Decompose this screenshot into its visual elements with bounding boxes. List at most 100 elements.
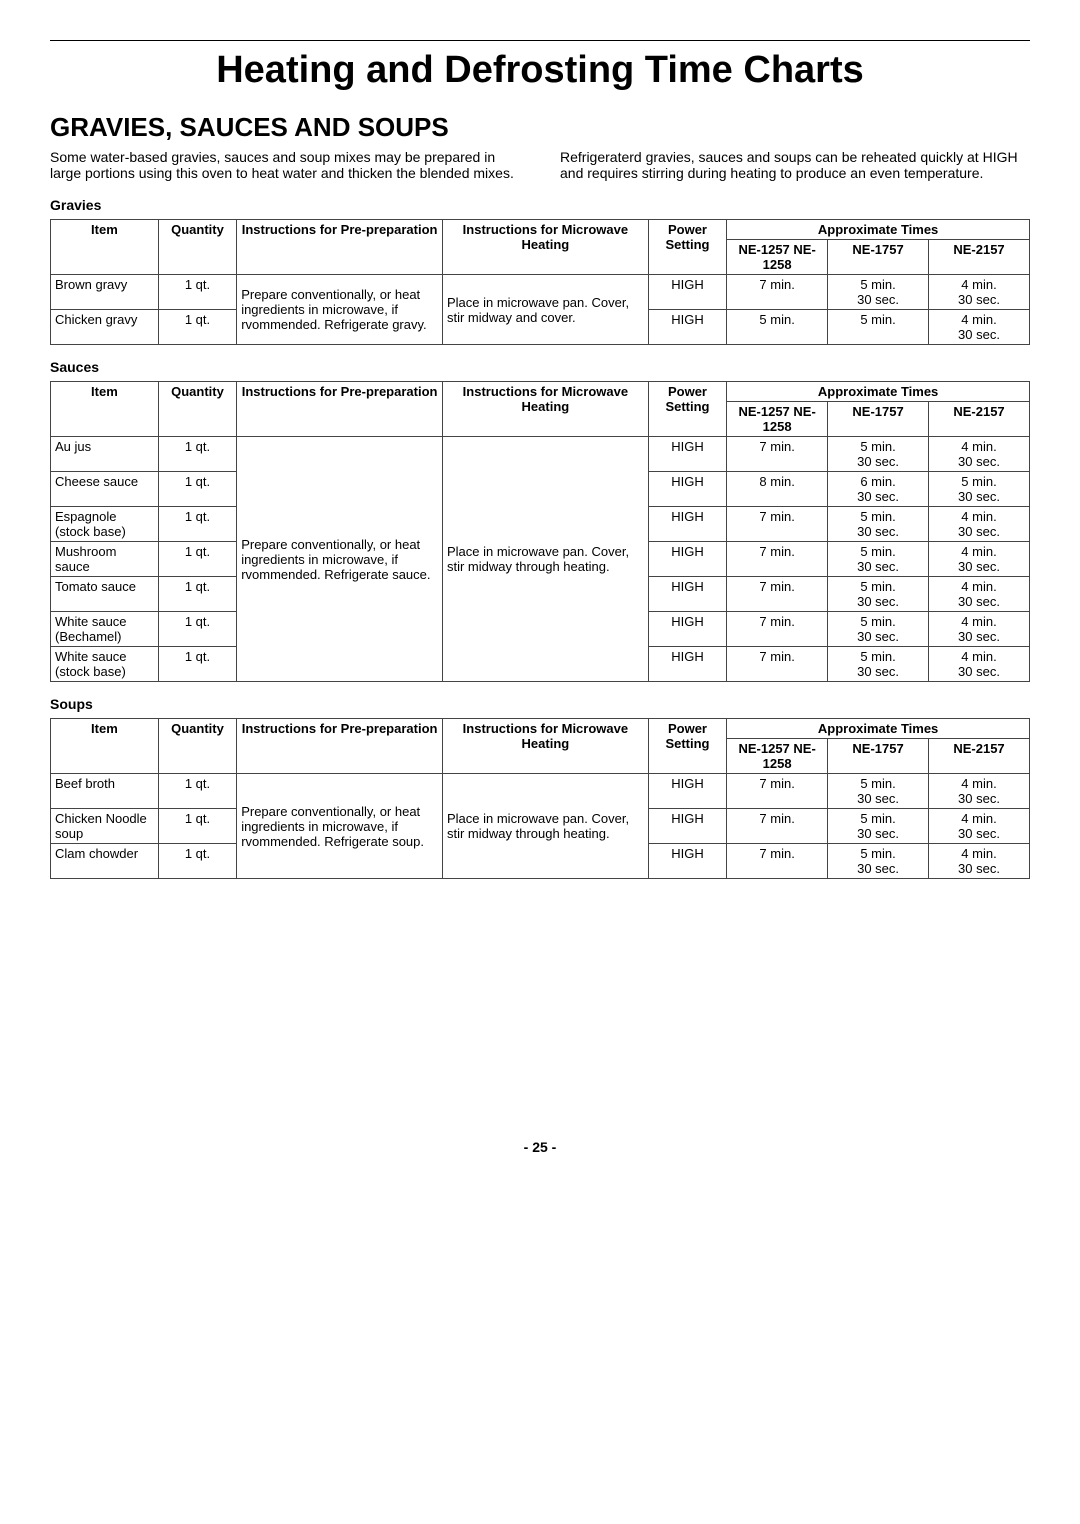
cell-heating: Place in microwave pan. Cover, stir midw… — [442, 774, 648, 879]
time-a: 4 min. — [961, 579, 996, 594]
cell-t2: 5 min.30 sec. — [828, 809, 929, 844]
cell-t3: 4 min.30 sec. — [929, 507, 1030, 542]
top-rule — [50, 40, 1030, 41]
intro-right: Refrigeraterd gravies, sauces and soups … — [560, 149, 1030, 181]
cell-t2: 6 min.30 sec. — [828, 472, 929, 507]
cell-t1: 5 min. — [727, 310, 828, 345]
col-heating: Instructions for Microwave Heating — [442, 719, 648, 774]
cell-item: Clam chowder — [51, 844, 159, 879]
cell-t3: 4 min.30 sec. — [929, 437, 1030, 472]
time-b: 30 sec. — [857, 664, 899, 679]
cell-t2: 5 min. — [828, 310, 929, 345]
time-b: 30 sec. — [958, 594, 1000, 609]
cell-t3: 4 min.30 sec. — [929, 647, 1030, 682]
table-header-row: Item Quantity Instructions for Pre-prepa… — [51, 382, 1030, 402]
sauces-label: Sauces — [50, 359, 1030, 375]
cell-qty: 1 qt. — [158, 310, 236, 345]
cell-item: Au jus — [51, 437, 159, 472]
cell-t1: 7 min. — [727, 275, 828, 310]
cell-t1: 7 min. — [727, 647, 828, 682]
soups-table: Item Quantity Instructions for Pre-prepa… — [50, 718, 1030, 879]
cell-power: HIGH — [648, 647, 726, 682]
cell-qty: 1 qt. — [158, 647, 236, 682]
cell-t3: 4 min.30 sec. — [929, 612, 1030, 647]
cell-item: White sauce (stock base) — [51, 647, 159, 682]
col-ne1257-1258: NE-1257 NE-1258 — [727, 240, 828, 275]
time-a: 4 min. — [961, 277, 996, 292]
cell-item: Mushroom sauce — [51, 542, 159, 577]
cell-item: Chicken Noodle soup — [51, 809, 159, 844]
cell-power: HIGH — [648, 310, 726, 345]
time-a: 4 min. — [961, 439, 996, 454]
intro-text: Some water-based gravies, sauces and sou… — [50, 149, 1030, 181]
col-ne1757: NE-1757 — [828, 402, 929, 437]
cell-power: HIGH — [648, 542, 726, 577]
cell-qty: 1 qt. — [158, 774, 236, 809]
time-a: 6 min. — [860, 474, 895, 489]
cell-item: Brown gravy — [51, 275, 159, 310]
page-title: Heating and Defrosting Time Charts — [50, 49, 1030, 92]
col-ne1757: NE-1757 — [828, 739, 929, 774]
time-b: 30 sec. — [857, 454, 899, 469]
table-row: Beef broth1 qt.Prepare conventionally, o… — [51, 774, 1030, 809]
col-preprep: Instructions for Pre-preparation — [237, 719, 443, 774]
col-ne2157: NE-2157 — [929, 240, 1030, 275]
col-preprep: Instructions for Pre-preparation — [237, 382, 443, 437]
cell-t1: 7 min. — [727, 542, 828, 577]
cell-power: HIGH — [648, 774, 726, 809]
cell-item: Tomato sauce — [51, 577, 159, 612]
cell-t2: 5 min.30 sec. — [828, 542, 929, 577]
cell-preprep: Prepare conventionally, or heat ingredie… — [237, 275, 443, 345]
cell-qty: 1 qt. — [158, 437, 236, 472]
cell-qty: 1 qt. — [158, 542, 236, 577]
cell-t2: 5 min.30 sec. — [828, 507, 929, 542]
col-quantity: Quantity — [158, 382, 236, 437]
col-item: Item — [51, 719, 159, 774]
cell-heating: Place in microwave pan. Cover, stir midw… — [442, 275, 648, 345]
table-header-row: Item Quantity Instructions for Pre-prepa… — [51, 220, 1030, 240]
time-a: 5 min. — [860, 776, 895, 791]
col-quantity: Quantity — [158, 719, 236, 774]
cell-power: HIGH — [648, 844, 726, 879]
cell-t2: 5 min. 30 sec. — [828, 275, 929, 310]
cell-t3: 4 min.30 sec. — [929, 774, 1030, 809]
time-b: 30 sec. — [958, 524, 1000, 539]
col-power: Power Setting — [648, 719, 726, 774]
cell-t1: 7 min. — [727, 774, 828, 809]
time-b: 30 sec. — [857, 594, 899, 609]
cell-qty: 1 qt. — [158, 507, 236, 542]
cell-qty: 1 qt. — [158, 577, 236, 612]
cell-t2: 5 min.30 sec. — [828, 774, 929, 809]
cell-t1: 8 min. — [727, 472, 828, 507]
cell-t1: 7 min. — [727, 612, 828, 647]
sauces-table: Item Quantity Instructions for Pre-prepa… — [50, 381, 1030, 682]
cell-t2: 5 min.30 sec. — [828, 437, 929, 472]
time-a: 5 min. — [860, 312, 895, 327]
time-a: 5 min. — [860, 439, 895, 454]
table-header-row: Item Quantity Instructions for Pre-prepa… — [51, 719, 1030, 739]
col-preprep: Instructions for Pre-preparation — [237, 220, 443, 275]
cell-t1: 7 min. — [727, 437, 828, 472]
cell-t3: 4 min.30 sec. — [929, 577, 1030, 612]
cell-qty: 1 qt. — [158, 612, 236, 647]
cell-t3: 4 min.30 sec. — [929, 844, 1030, 879]
time-b: 30 sec. — [958, 327, 1000, 342]
time-b: 30 sec. — [857, 489, 899, 504]
section-title: GRAVIES, SAUCES AND SOUPS — [50, 112, 1030, 143]
cell-t3: 4 min. 30 sec. — [929, 275, 1030, 310]
time-b: 30 sec. — [958, 791, 1000, 806]
cell-power: HIGH — [648, 577, 726, 612]
cell-qty: 1 qt. — [158, 472, 236, 507]
time-b: 30 sec. — [857, 292, 899, 307]
cell-item: Beef broth — [51, 774, 159, 809]
cell-qty: 1 qt. — [158, 809, 236, 844]
time-a: 4 min. — [961, 509, 996, 524]
col-power: Power Setting — [648, 382, 726, 437]
col-ne1257-1258: NE-1257 NE-1258 — [727, 402, 828, 437]
cell-t1: 7 min. — [727, 844, 828, 879]
cell-power: HIGH — [648, 612, 726, 647]
time-b: 30 sec. — [958, 629, 1000, 644]
col-power: Power Setting — [648, 220, 726, 275]
time-b: 30 sec. — [958, 454, 1000, 469]
cell-preprep: Prepare conventionally, or heat ingredie… — [237, 437, 443, 682]
